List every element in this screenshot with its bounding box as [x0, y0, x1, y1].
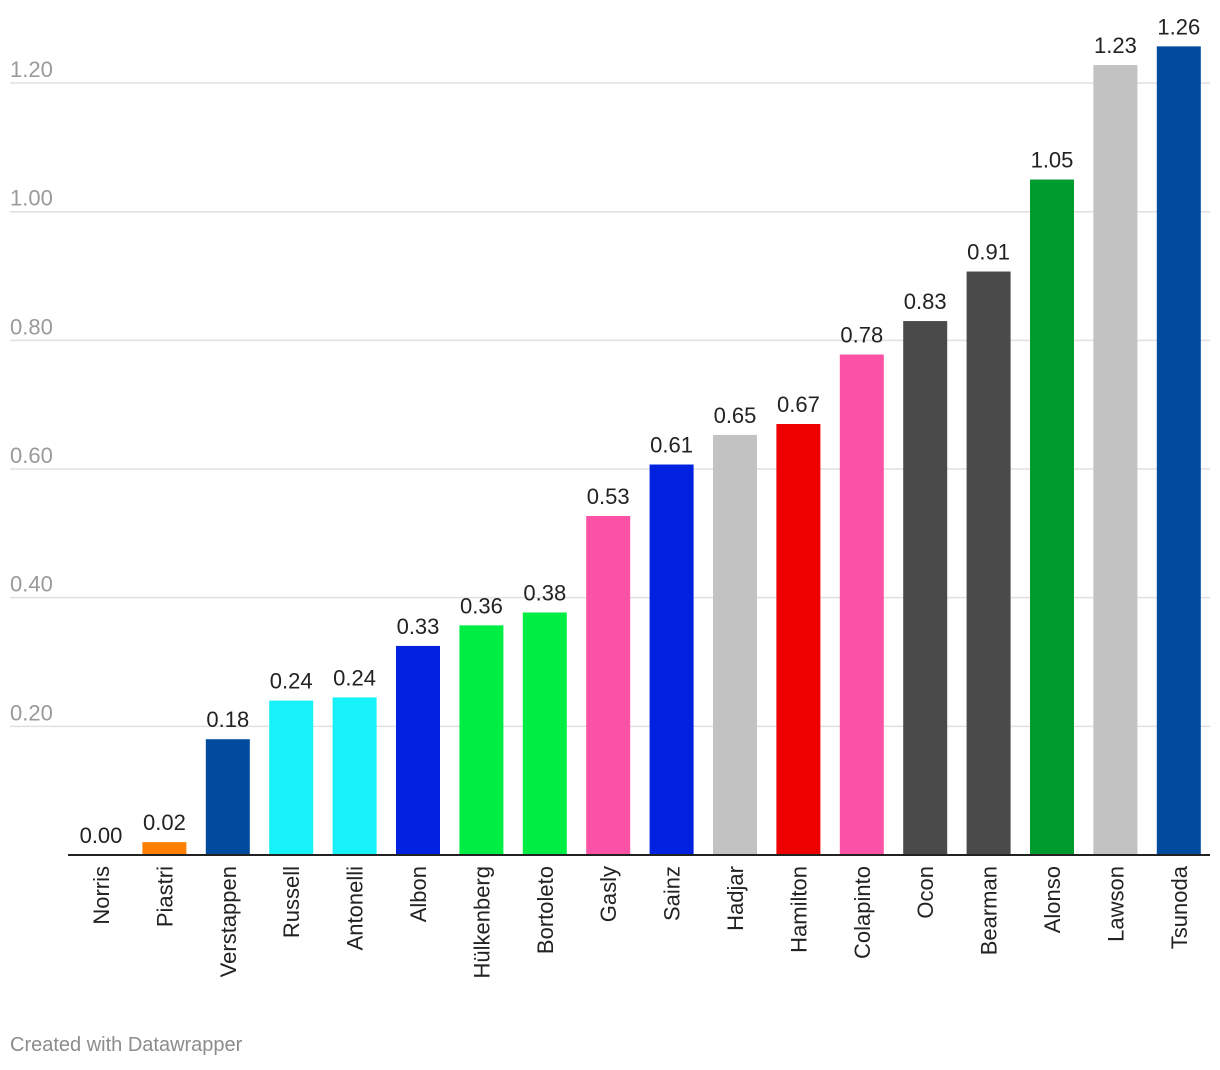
- bar-ocon[interactable]: [903, 321, 948, 855]
- bar-piastri[interactable]: [142, 842, 187, 855]
- category-label-hadjar: Hadjar: [723, 866, 748, 931]
- value-label-bearman: 0.91: [967, 240, 1010, 265]
- value-label-verstappen: 0.18: [206, 707, 249, 732]
- category-label-tsunoda: Tsunoda: [1167, 865, 1192, 949]
- value-label-sainz: 0.61: [650, 433, 693, 458]
- value-label-russell: 0.24: [270, 669, 313, 694]
- value-label-alonso: 1.05: [1031, 148, 1074, 173]
- bar-verstappen[interactable]: [205, 739, 250, 855]
- value-label-antonelli: 0.24: [333, 665, 376, 690]
- y-tick-label: 0.80: [10, 314, 53, 339]
- bar-albon[interactable]: [396, 645, 440, 855]
- category-label-hamilton: Hamilton: [786, 866, 811, 953]
- category-label-hülkenberg: Hülkenberg: [469, 866, 494, 979]
- value-label-hülkenberg: 0.36: [460, 593, 503, 618]
- category-label-verstappen: Verstappen: [216, 866, 241, 977]
- bar-alonso[interactable]: [1030, 179, 1074, 855]
- bar-russell[interactable]: [269, 700, 314, 855]
- bar-sainz[interactable]: [649, 464, 694, 855]
- category-label-gasly: Gasly: [596, 866, 621, 922]
- value-label-albon: 0.33: [397, 614, 440, 639]
- category-label-alonso: Alonso: [1040, 866, 1065, 933]
- y-tick-label: 1.00: [10, 186, 53, 211]
- value-label-hamilton: 0.67: [777, 392, 820, 417]
- value-label-ocon: 0.83: [904, 289, 947, 314]
- category-label-ocon: Ocon: [913, 866, 938, 919]
- category-label-albon: Albon: [406, 866, 431, 922]
- value-label-tsunoda: 1.26: [1157, 14, 1200, 39]
- y-tick-label: 0.60: [10, 443, 53, 468]
- x-axis: Norris Piastri Verstappen Russell Antonelli A…: [68, 854, 1210, 979]
- bar-hülkenberg[interactable]: [459, 625, 504, 855]
- bar-hamilton[interactable]: [776, 423, 821, 855]
- category-label-russell: Russell: [279, 866, 304, 938]
- category-label-sainz: Sainz: [660, 866, 685, 921]
- bars: [142, 46, 1201, 856]
- bar-hadjar[interactable]: [713, 434, 757, 855]
- bar-chart: 0.20 0.40 0.60 0.80 1.00 1.20 0.00 0.02 0.18 0.2…: [10, 14, 1210, 979]
- category-label-lawson: Lawson: [1103, 866, 1128, 942]
- value-label-bortoleto: 0.38: [523, 580, 566, 605]
- category-label-bortoleto: Bortoleto: [533, 866, 558, 954]
- bar-bortoleto[interactable]: [522, 612, 567, 855]
- datawrapper-credit[interactable]: Created with Datawrapper: [10, 1034, 243, 1056]
- bar-gasly[interactable]: [586, 515, 631, 855]
- value-label-hadjar: 0.65: [714, 403, 757, 428]
- value-label-norris: 0.00: [80, 823, 123, 848]
- category-label-antonelli: Antonelli: [343, 866, 368, 950]
- y-tick-label: 0.20: [10, 700, 53, 725]
- category-label-bearman: Bearman: [977, 866, 1002, 955]
- category-label-colapinto: Colapinto: [850, 866, 875, 959]
- bar-lawson[interactable]: [1093, 65, 1138, 856]
- bar-antonelli[interactable]: [332, 697, 377, 855]
- bar-bearman[interactable]: [966, 271, 1011, 856]
- y-tick-label: 1.20: [10, 57, 53, 82]
- bar-colapinto[interactable]: [839, 354, 884, 855]
- category-label-piastri: Piastri: [152, 866, 177, 927]
- category-label-norris: Norris: [89, 866, 114, 925]
- value-label-gasly: 0.53: [587, 484, 630, 509]
- y-tick-label: 0.40: [10, 572, 53, 597]
- value-label-colapinto: 0.78: [840, 323, 883, 348]
- value-label-lawson: 1.23: [1094, 33, 1137, 58]
- value-label-piastri: 0.02: [143, 810, 186, 835]
- bar-tsunoda[interactable]: [1156, 46, 1201, 856]
- bar-value-labels: 0.00 0.02 0.18 0.24 0.24 0.33 0.36 0.38 0.53 0.61…: [80, 14, 1201, 848]
